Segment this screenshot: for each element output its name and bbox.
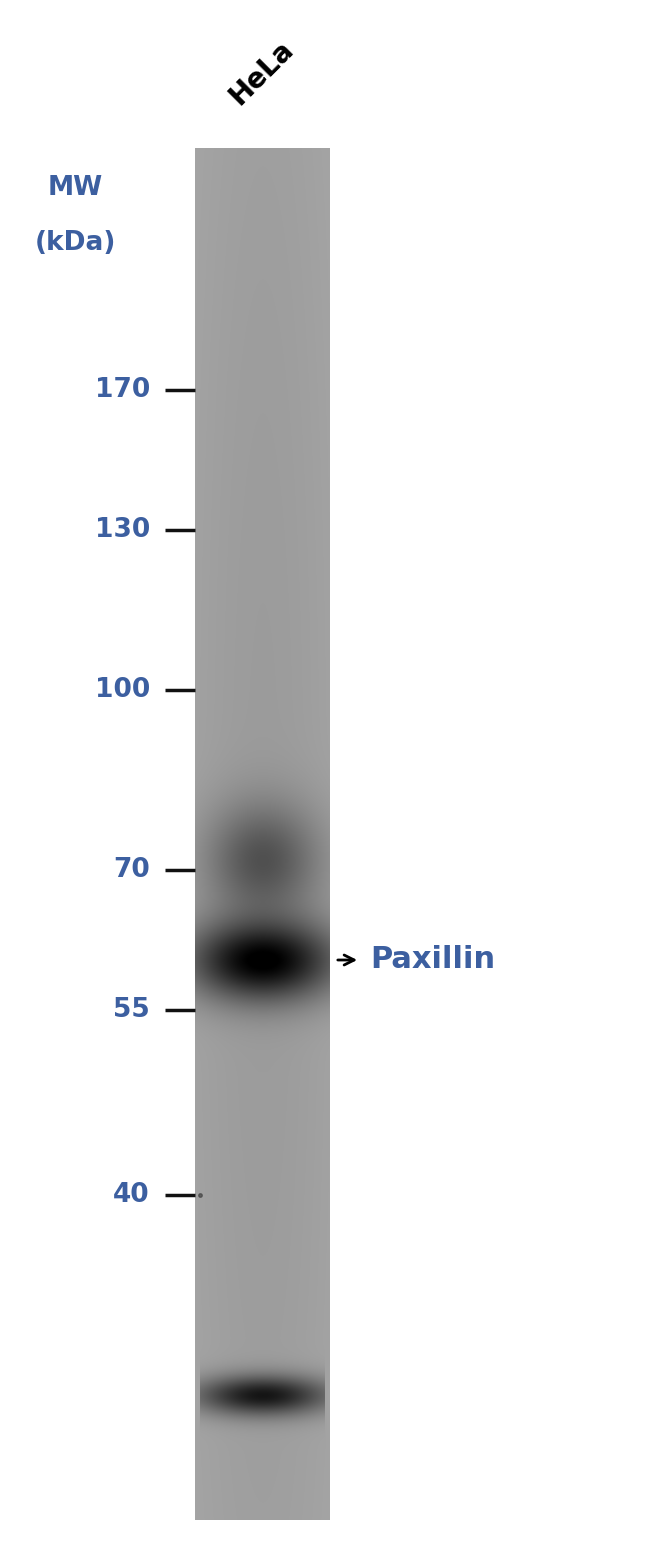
- Text: 55: 55: [113, 996, 150, 1023]
- Text: 70: 70: [113, 857, 150, 883]
- Text: MW: MW: [47, 175, 103, 202]
- Text: HeLa: HeLa: [224, 34, 300, 110]
- Bar: [195, 147, 330, 1519]
- Text: Paxillin: Paxillin: [370, 945, 495, 975]
- Text: 40: 40: [113, 1183, 150, 1207]
- Text: 130: 130: [95, 517, 150, 543]
- Text: 100: 100: [95, 677, 150, 703]
- Text: 170: 170: [95, 377, 150, 404]
- Text: (kDa): (kDa): [34, 230, 116, 256]
